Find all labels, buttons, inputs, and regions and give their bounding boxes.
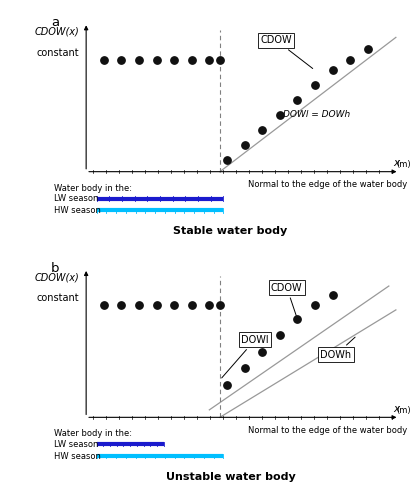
Point [259,348,266,356]
Text: CDOW(x): CDOW(x) [34,272,79,282]
Text: constant: constant [36,294,79,304]
Point [217,56,223,64]
Point [277,332,283,340]
Point [329,66,336,74]
Point [153,56,160,64]
Point [136,56,142,64]
Point [118,302,125,310]
Text: Water body in the:: Water body in the: [54,184,132,192]
Point [277,111,283,119]
Point [347,56,354,64]
Text: Water body in the:: Water body in the: [54,429,132,438]
Point [241,364,248,372]
Text: CDOW(x): CDOW(x) [34,27,79,37]
Point [217,302,223,310]
Text: Normal to the edge of the water body: Normal to the edge of the water body [248,426,407,434]
Text: b: b [51,262,59,275]
Point [329,291,336,299]
Point [224,380,230,388]
Text: DOWh: DOWh [321,337,355,359]
Text: CDOW: CDOW [260,36,313,68]
Text: constant: constant [36,48,79,58]
Text: DOWl: DOWl [222,334,269,378]
Text: $x$: $x$ [393,404,402,413]
Point [312,81,318,89]
Point [171,56,178,64]
Text: (m): (m) [396,406,411,414]
Point [365,46,371,54]
Point [136,302,142,310]
Text: (m): (m) [396,160,411,169]
Point [259,126,266,134]
Point [224,156,230,164]
Point [101,302,107,310]
Point [171,302,178,310]
Text: LW season: LW season [54,194,99,203]
Text: DOWl = DOWh: DOWl = DOWh [283,110,351,120]
Text: LW season: LW season [54,440,99,448]
Text: CDOW: CDOW [271,282,303,316]
Point [241,141,248,149]
Text: a: a [51,16,59,30]
Text: Normal to the edge of the water body: Normal to the edge of the water body [248,180,407,189]
Point [312,302,318,310]
Text: Unstable water body: Unstable water body [166,472,295,482]
Point [101,56,107,64]
Point [206,56,213,64]
Point [206,302,213,310]
Point [153,302,160,310]
Point [118,56,125,64]
Text: HW season: HW season [54,206,101,215]
Point [294,96,301,104]
Text: Stable water body: Stable water body [173,226,287,236]
Point [189,302,195,310]
Point [294,315,301,323]
Text: HW season: HW season [54,452,101,460]
Text: $x$: $x$ [393,158,402,168]
Point [189,56,195,64]
